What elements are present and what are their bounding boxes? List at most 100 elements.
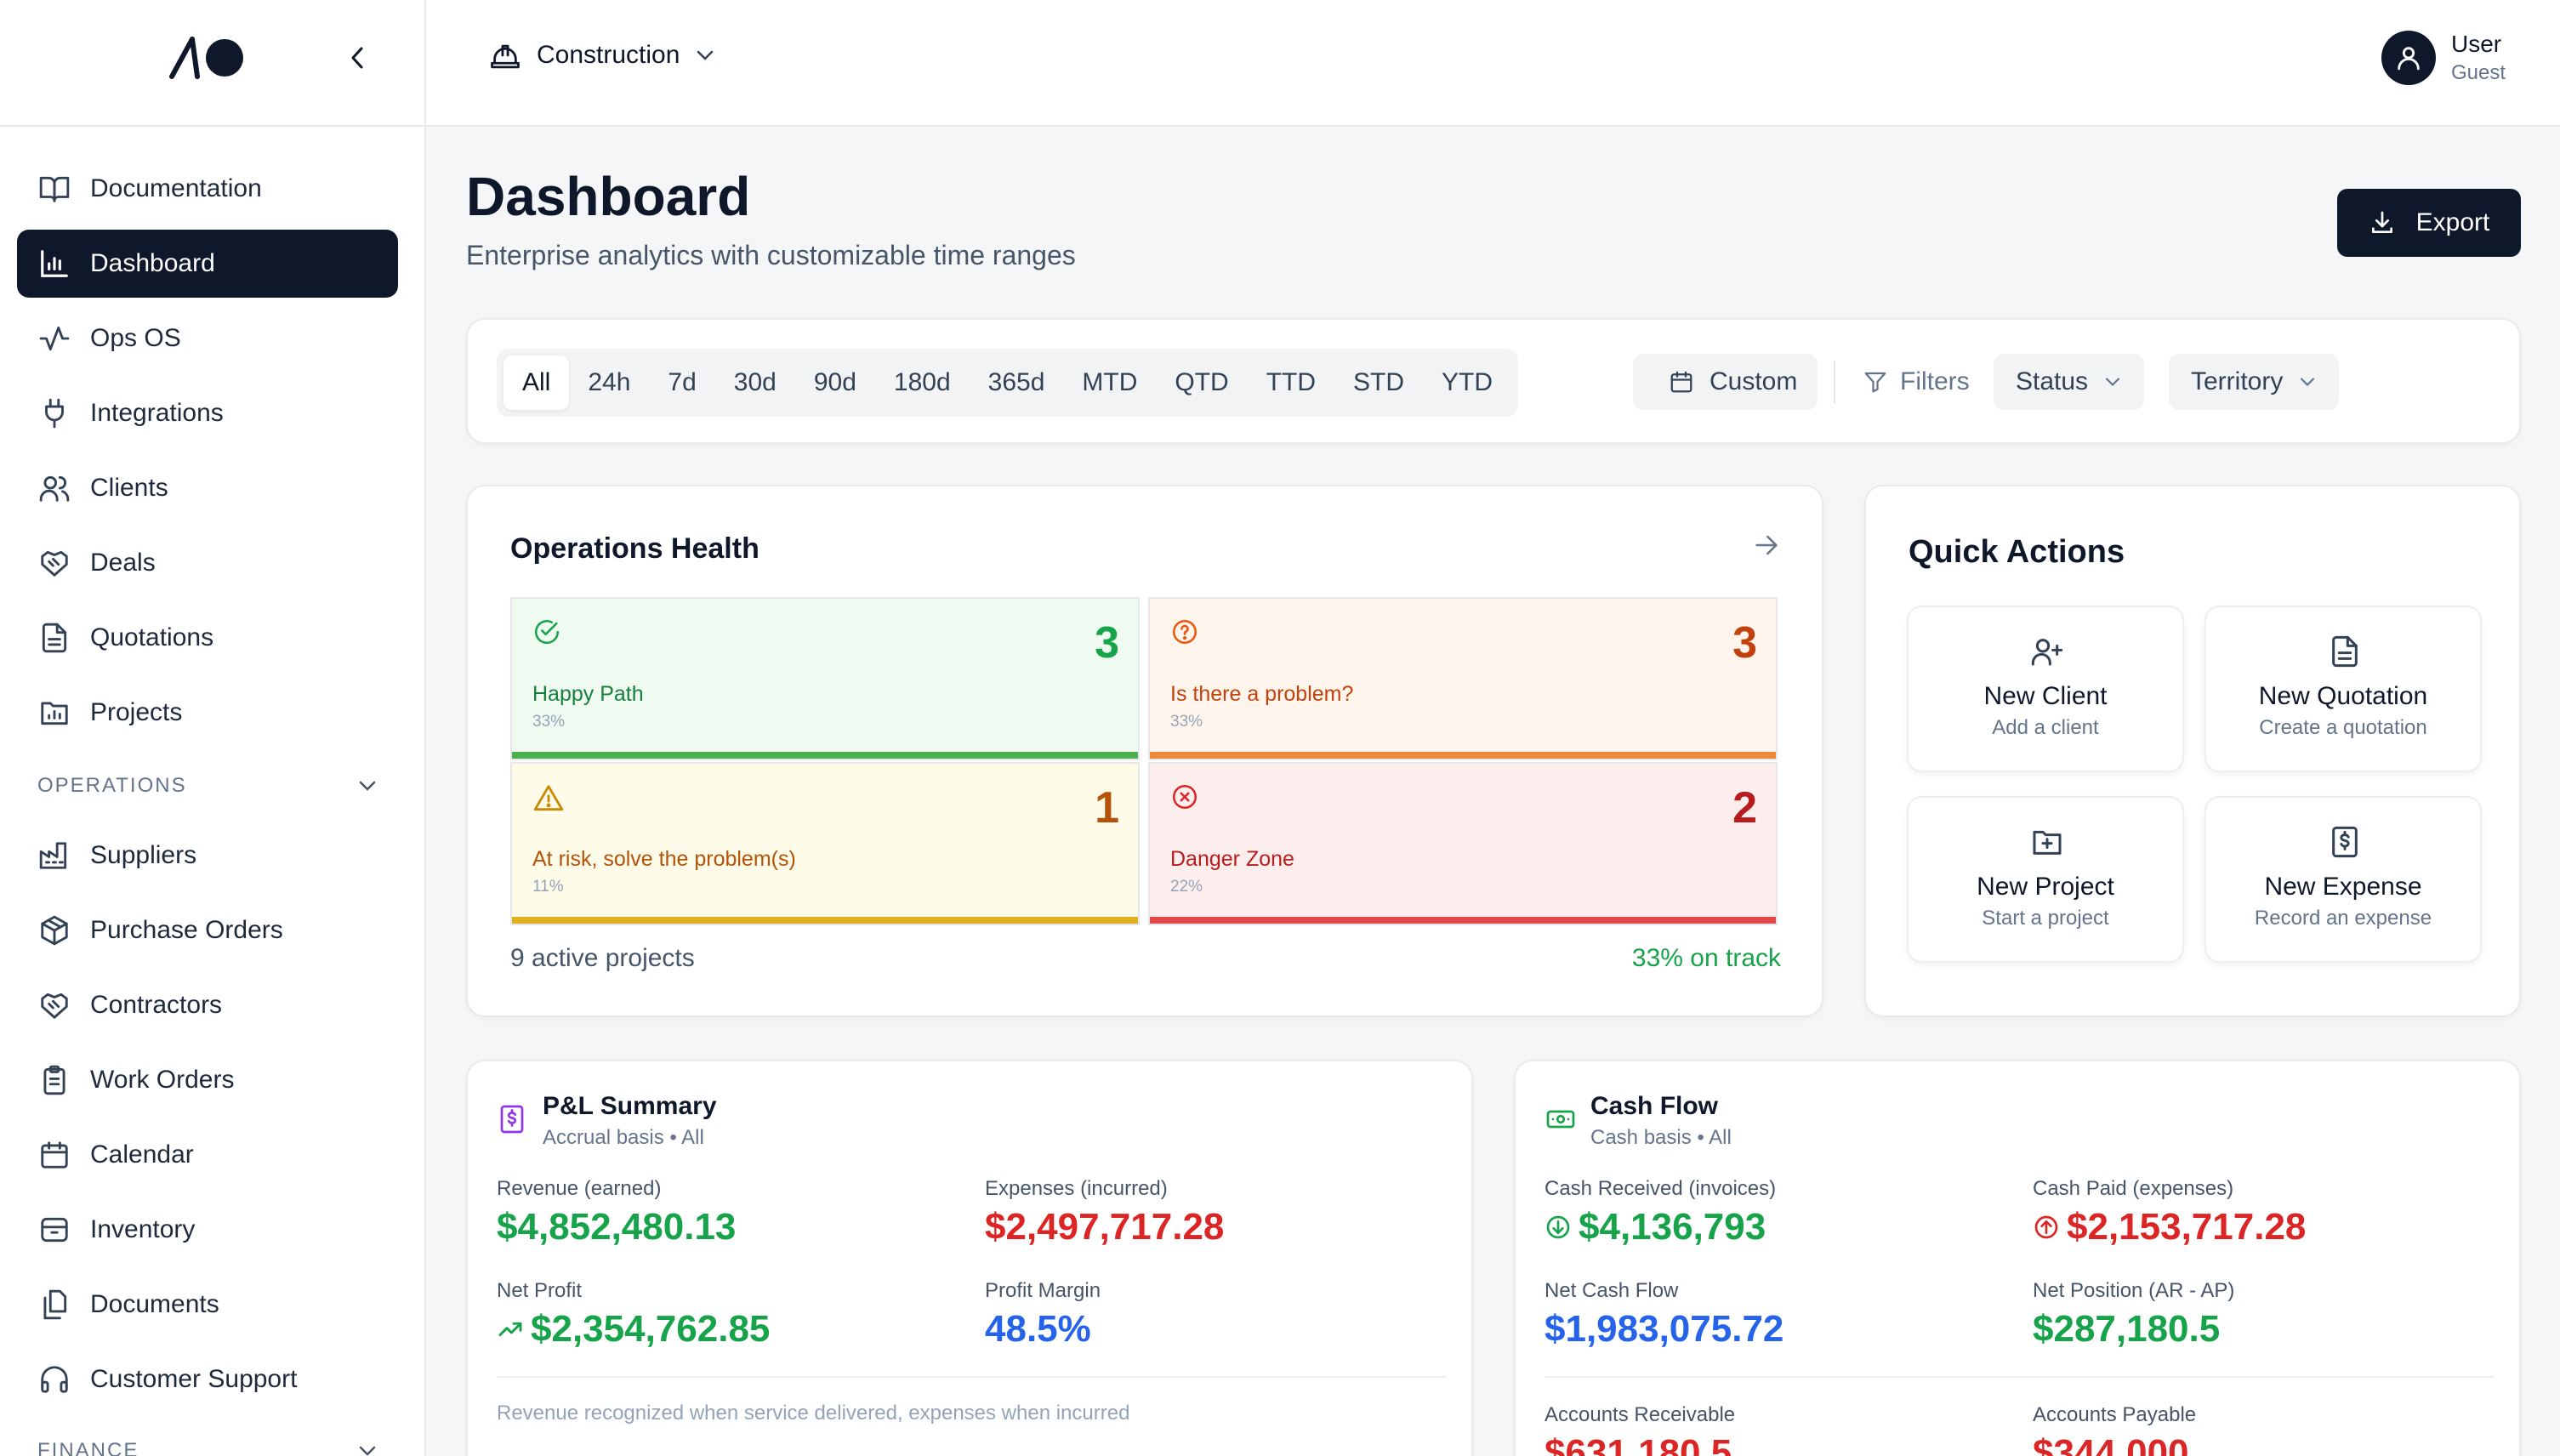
sidebar-item-clients[interactable]: Clients (17, 454, 398, 522)
collapse-sidebar-button[interactable] (342, 43, 373, 73)
tile-bar (512, 752, 1138, 759)
metric-label: Accounts Receivable (1545, 1403, 1736, 1426)
banknote-icon (1545, 1104, 1577, 1135)
range-qtd[interactable]: QTD (1175, 368, 1229, 396)
sidebar-item-suppliers[interactable]: Suppliers (17, 822, 398, 890)
sidebar-item-ops-os[interactable]: Ops OS (17, 304, 398, 373)
sidebar-item-purchase-orders[interactable]: Purchase Orders (17, 896, 398, 964)
tile-percent: 33% (1170, 713, 1203, 731)
sidebar-item-quotations[interactable]: Quotations (17, 604, 398, 672)
tile-label: Is there a problem? (1170, 682, 1354, 706)
workspace-selector[interactable]: Construction (489, 41, 715, 70)
tile-label: Danger Zone (1170, 847, 1294, 871)
action-subtitle: Create a quotation (2259, 716, 2427, 739)
metric-value: $287,180.5 (2033, 1308, 2221, 1350)
sidebar-item-projects[interactable]: Projects (17, 679, 398, 747)
range-mtd[interactable]: MTD (1082, 368, 1138, 396)
range-30d[interactable]: 30d (733, 368, 777, 396)
alert-triangle-icon (532, 782, 565, 815)
clipboard-list-icon (37, 1063, 71, 1097)
archive-icon (37, 1213, 71, 1247)
sidebar-item-label: Quotations (90, 623, 214, 651)
metric-value: $4,852,480.13 (497, 1206, 737, 1248)
filters-button[interactable]: Filters (1863, 354, 1970, 410)
trending-up-icon (497, 1316, 531, 1343)
sidebar-item-label: Work Orders (90, 1066, 235, 1094)
chevron-down-icon (357, 1444, 378, 1456)
metric-net-profit: Net Profit $2,354,762.85 (497, 1279, 770, 1351)
range-180d[interactable]: 180d (893, 368, 951, 396)
metric-accounts-payable: Accounts Payable $344,000 (2033, 1403, 2196, 1456)
tile-label: At risk, solve the problem(s) (532, 847, 796, 871)
sidebar-item-documentation[interactable]: Documentation (17, 155, 398, 223)
sidebar-item-label: Projects (90, 698, 183, 726)
page-subtitle: Enterprise analytics with customizable t… (466, 240, 1076, 270)
avatar (2381, 31, 2436, 85)
app-logo[interactable] (168, 36, 247, 80)
sidebar-item-customer-support[interactable]: Customer Support (17, 1345, 398, 1413)
metric-value: $2,354,762.85 (531, 1308, 771, 1350)
metric-profit-margin: Profit Margin 48.5% (985, 1279, 1101, 1351)
status-tile-danger-zone[interactable]: 2 Danger Zone 22% (1148, 762, 1778, 925)
territory-filter-select[interactable]: Territory (2169, 354, 2340, 410)
new-project-button[interactable]: New Project Start a project (1907, 796, 2184, 963)
sidebar-header (0, 0, 426, 127)
sidebar-item-documents[interactable]: Documents (17, 1271, 398, 1339)
range-24h[interactable]: 24h (588, 368, 631, 396)
cash-flow-card: Cash Flow Cash basis • All Cash Received… (1514, 1060, 2521, 1456)
page-title: Dashboard (466, 166, 751, 227)
section-operations-toggle[interactable]: OPERATIONS (37, 774, 378, 798)
range-7d[interactable]: 7d (668, 368, 697, 396)
sidebar-item-work-orders[interactable]: Work Orders (17, 1046, 398, 1114)
status-tile-happy-path[interactable]: 3 Happy Path 33% (510, 597, 1140, 760)
range-ttd[interactable]: TTD (1266, 368, 1317, 396)
filter-icon (1863, 369, 1900, 395)
status-tile-problem[interactable]: 3 Is there a problem? 33% (1148, 597, 1778, 760)
metric-expenses: Expenses (incurred) $2,497,717.28 (985, 1177, 1224, 1248)
section-label: OPERATIONS (37, 774, 187, 797)
section-finance-toggle[interactable]: FINANCE (37, 1439, 378, 1456)
time-range-selector: All 24h 7d 30d 90d 180d 365d MTD QTD TTD… (497, 349, 1519, 417)
new-client-button[interactable]: New Client Add a client (1907, 606, 2184, 772)
sidebar-item-inventory[interactable]: Inventory (17, 1196, 398, 1264)
custom-range-button[interactable]: Custom (1633, 354, 1818, 410)
range-std[interactable]: STD (1353, 368, 1405, 396)
filter-bar: All 24h 7d 30d 90d 180d 365d MTD QTD TTD… (466, 318, 2521, 444)
handshake-icon (37, 546, 71, 580)
sidebar-item-deals[interactable]: Deals (17, 529, 398, 597)
metric-label: Net Profit (497, 1279, 583, 1302)
export-button[interactable]: Export (2337, 189, 2521, 257)
calendar-icon (37, 1138, 71, 1172)
status-filter-select[interactable]: Status (1994, 354, 2145, 410)
activity-icon (37, 321, 71, 355)
export-label: Export (2415, 208, 2490, 236)
metric-value: $631,180.5 (1545, 1432, 1732, 1456)
card-title: Quick Actions (1909, 534, 2125, 570)
custom-label: Custom (1710, 367, 1798, 395)
sidebar-item-dashboard[interactable]: Dashboard (17, 230, 398, 298)
sidebar-item-label: Calendar (90, 1140, 194, 1169)
tile-bar (1150, 752, 1776, 759)
metric-cash-paid: Cash Paid (expenses) $2,153,717.28 (2033, 1177, 2306, 1248)
sidebar-item-calendar[interactable]: Calendar (17, 1121, 398, 1189)
range-90d[interactable]: 90d (813, 368, 856, 396)
range-365d[interactable]: 365d (987, 368, 1045, 396)
metric-value: $2,497,717.28 (985, 1206, 1225, 1248)
sidebar-item-label: Ops OS (90, 324, 181, 352)
status-tile-at-risk[interactable]: 1 At risk, solve the problem(s) 11% (510, 762, 1140, 925)
divider (497, 1376, 1446, 1378)
x-circle-icon (1170, 782, 1199, 811)
new-quotation-button[interactable]: New Quotation Create a quotation (2204, 606, 2482, 772)
sidebar-item-contractors[interactable]: Contractors (17, 971, 398, 1039)
sidebar-item-integrations[interactable]: Integrations (17, 379, 398, 447)
metric-value: $4,136,793 (1579, 1206, 1766, 1248)
factory-icon (37, 839, 71, 873)
chevron-down-icon (695, 48, 715, 62)
tile-count: 2 (1732, 783, 1757, 833)
new-expense-button[interactable]: New Expense Record an expense (2204, 796, 2482, 963)
user-menu[interactable]: User Guest (2381, 29, 2506, 87)
range-ytd[interactable]: YTD (1442, 368, 1493, 396)
range-all[interactable]: All (503, 355, 570, 410)
sidebar-item-label: Documentation (90, 174, 262, 202)
arrow-right-icon[interactable] (1752, 531, 1781, 560)
